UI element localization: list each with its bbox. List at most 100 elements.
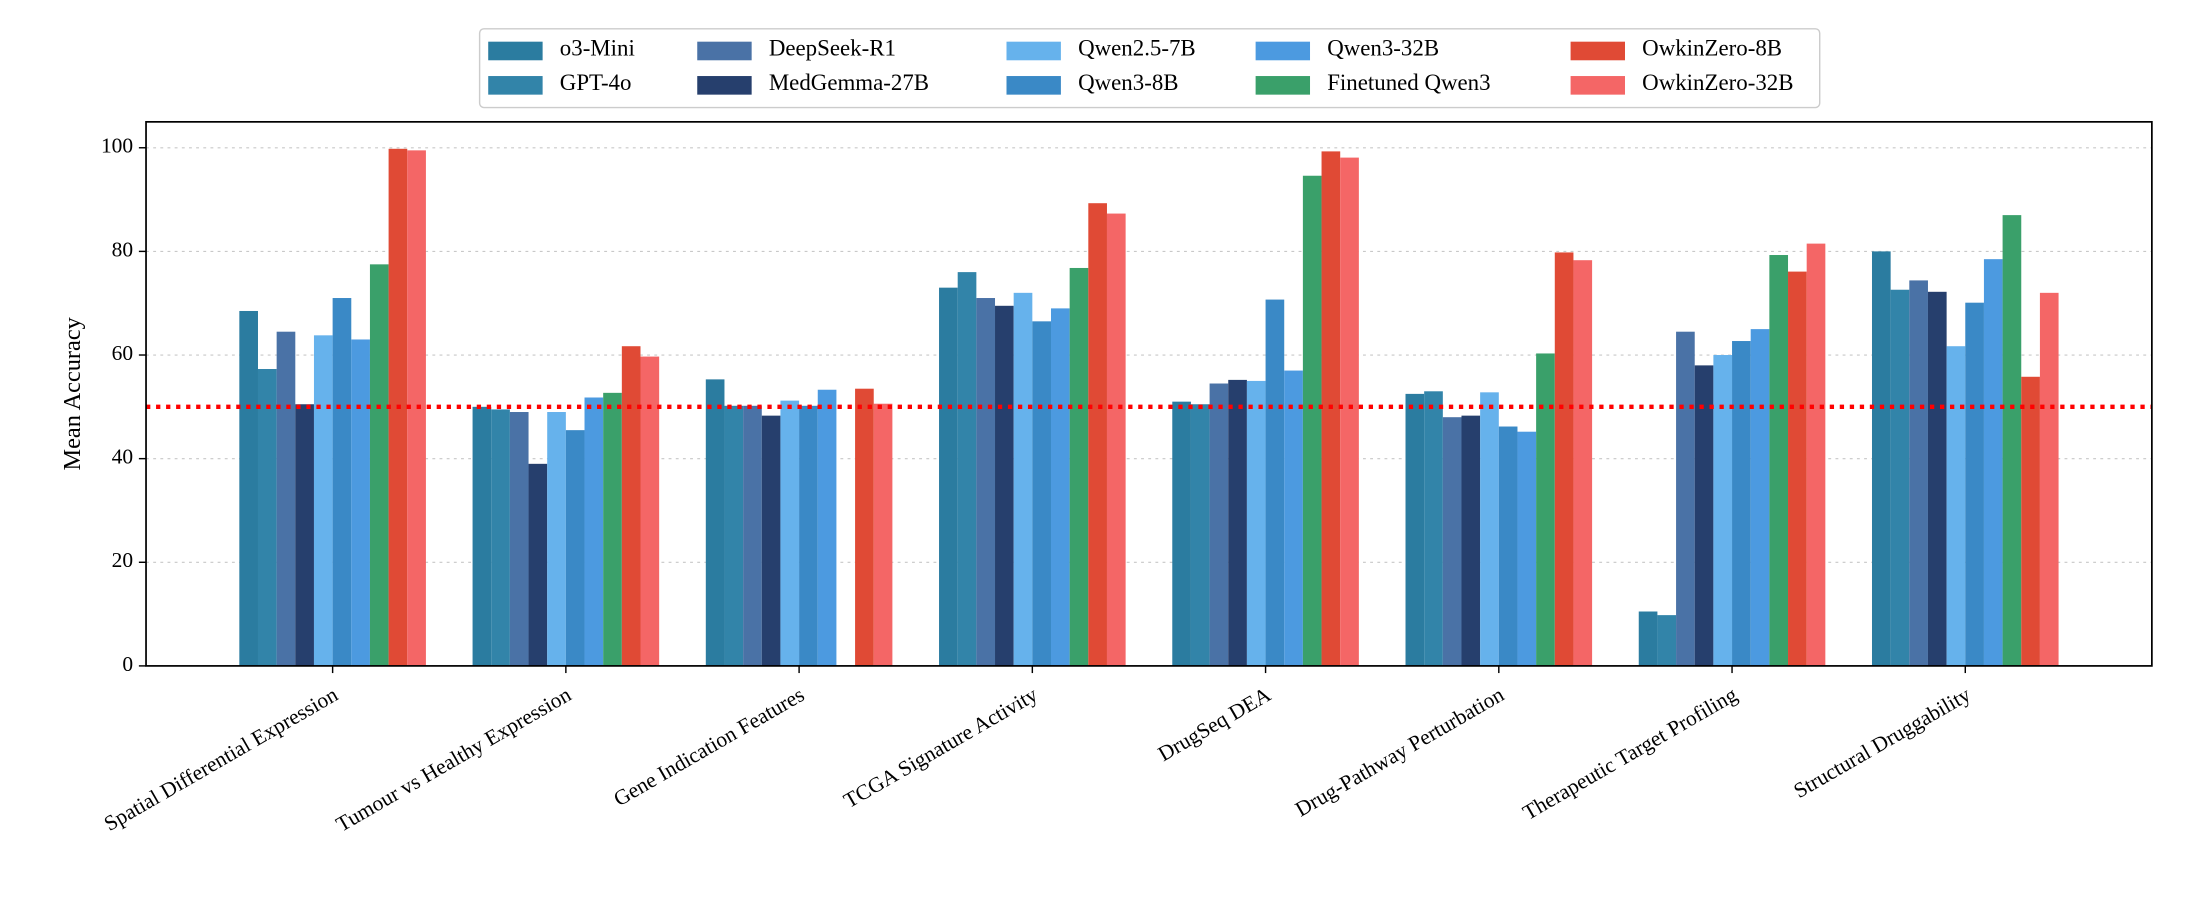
bar (1536, 353, 1555, 666)
legend-label: Qwen3-32B (1327, 36, 1439, 61)
y-tick-label: 60 (112, 341, 133, 365)
legend-label: MedGemma-27B (769, 70, 929, 95)
bar (1265, 299, 1285, 666)
legend: o3-Mini GPT-4o DeepSeek-R1 MedGemma-27B Qwen… (478, 28, 1821, 109)
legend-label: Finetuned Qwen3 (1327, 70, 1490, 95)
bar (1694, 365, 1714, 666)
bar (369, 264, 389, 666)
bar (640, 356, 660, 666)
bar (1983, 259, 2003, 666)
bar (1424, 391, 1443, 666)
bar (873, 403, 893, 666)
bar (1340, 157, 1359, 666)
bar (257, 369, 277, 666)
x-tick-label: Spatial Differential Expression (100, 682, 342, 836)
legend-label: o3-Mini (560, 36, 635, 61)
x-tick-label: TCGA Signature Activity (840, 682, 1042, 813)
bar (1032, 321, 1051, 666)
bar (1461, 415, 1481, 666)
x-tick-label: DrugSeq DEA (1154, 682, 1275, 766)
x-tick-label: Therapeutic Target Profiling (1519, 682, 1742, 825)
bar (1069, 267, 1089, 666)
legend-label: GPT-4o (560, 70, 632, 95)
bar (239, 310, 258, 666)
bar (1927, 291, 1947, 666)
y-tick-label: 100 (101, 134, 133, 158)
legend-label: Qwen2.5-7B (1078, 36, 1196, 61)
y-tick-label: 40 (112, 445, 133, 469)
bar (2002, 215, 2022, 666)
bar (1806, 243, 1826, 666)
bar (1050, 308, 1070, 666)
legend-swatch (1570, 76, 1625, 95)
bar (1172, 401, 1191, 666)
legend-swatch (697, 76, 752, 95)
bar (761, 415, 781, 666)
bar (2039, 292, 2059, 666)
bar (1228, 379, 1247, 666)
bar (855, 388, 874, 666)
bar (1246, 380, 1266, 666)
bar (2021, 376, 2040, 666)
bar (1480, 392, 1499, 666)
bar (1554, 252, 1574, 666)
bar (1302, 175, 1322, 666)
bar (780, 400, 800, 666)
bar (472, 406, 492, 666)
bar (1013, 292, 1033, 666)
bar (1405, 393, 1425, 666)
bar (1871, 251, 1891, 666)
legend-swatch (1255, 76, 1311, 95)
plot-frame (145, 120, 2153, 667)
x-tick-label: Structural Druggability (1790, 682, 1975, 803)
bar (1909, 280, 1928, 666)
x-tick-label: Gene Indication Features (609, 682, 808, 811)
bar (1498, 426, 1518, 666)
bar (1676, 331, 1695, 666)
legend-swatch (488, 41, 543, 61)
bar (509, 412, 529, 666)
bar (1713, 355, 1733, 666)
legend-swatch (488, 76, 543, 95)
bar (351, 339, 370, 666)
bar (313, 335, 333, 666)
bar (1190, 404, 1210, 666)
bar (1284, 370, 1303, 666)
x-tick-label: Tumour vs Healthy Expression (332, 682, 575, 836)
bar (995, 305, 1014, 666)
bar (332, 298, 352, 666)
bar (1657, 615, 1677, 666)
y-axis-label: Mean Accuracy (59, 316, 86, 470)
bar (1209, 383, 1229, 666)
bar (565, 430, 585, 666)
legend-label: OwkinZero-8B (1642, 36, 1782, 61)
bar (276, 331, 296, 666)
bar (1946, 346, 1966, 666)
x-tick-label: Drug-Pathway Perturbation (1291, 682, 1508, 821)
bar (491, 409, 510, 666)
bar (1573, 260, 1593, 666)
legend-swatch (1006, 41, 1061, 61)
y-tick-label: 80 (112, 237, 133, 261)
legend-swatch (1255, 41, 1311, 61)
y-tick-label: 0 (122, 652, 133, 676)
bar (939, 287, 958, 666)
bar (1750, 329, 1770, 666)
bar (603, 392, 622, 666)
bar (1638, 611, 1658, 666)
bar (1965, 302, 1984, 666)
legend-label: Qwen3-8B (1078, 70, 1178, 95)
bar (1732, 341, 1751, 666)
bar (957, 272, 977, 666)
bar (547, 412, 566, 666)
bar (1769, 255, 1789, 666)
bar (976, 298, 996, 666)
bar (705, 379, 725, 666)
bar (621, 346, 641, 666)
legend-swatch (1570, 41, 1625, 61)
legend-swatch (697, 41, 752, 61)
bar (584, 397, 604, 666)
legend-frame (478, 28, 1821, 109)
bar (407, 150, 426, 666)
